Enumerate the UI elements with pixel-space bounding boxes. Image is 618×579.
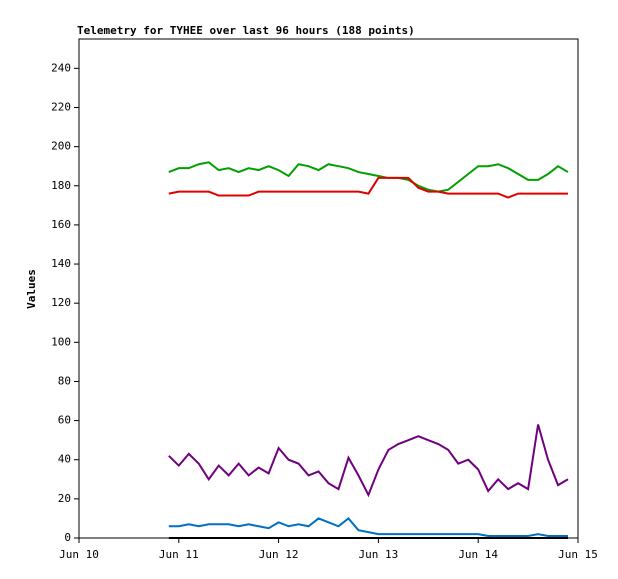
x-tick-label: Jun 10 <box>59 548 99 561</box>
y-tick-label: 0 <box>64 531 71 544</box>
y-tick-label: 60 <box>58 414 71 427</box>
y-tick-label: 220 <box>51 100 71 113</box>
y-tick-label: 180 <box>51 179 71 192</box>
y-tick-label: 240 <box>51 61 71 74</box>
y-tick-label: 140 <box>51 257 71 270</box>
y-tick-label: 80 <box>58 374 71 387</box>
x-tick-label: Jun 12 <box>259 548 299 561</box>
y-tick-label: 40 <box>58 453 71 466</box>
x-tick-label: Jun 15 <box>558 548 598 561</box>
y-axis-label: Values <box>25 269 38 309</box>
data-line <box>168 176 569 199</box>
x-tick-label: Jun 13 <box>359 548 399 561</box>
y-tick-label: 20 <box>58 492 71 505</box>
data-line <box>168 161 569 193</box>
chart-title: Telemetry for TYHEE over last 96 hours (… <box>77 24 415 37</box>
data-line <box>168 517 569 538</box>
y-tick-label: 200 <box>51 140 71 153</box>
x-tick-label: Jun 14 <box>458 548 498 561</box>
y-tick-label: 160 <box>51 218 71 231</box>
x-tick-label: Jun 11 <box>159 548 199 561</box>
y-tick-label: 100 <box>51 335 71 348</box>
plot-area <box>78 38 579 539</box>
data-line <box>168 424 569 498</box>
y-tick-label: 120 <box>51 296 71 309</box>
